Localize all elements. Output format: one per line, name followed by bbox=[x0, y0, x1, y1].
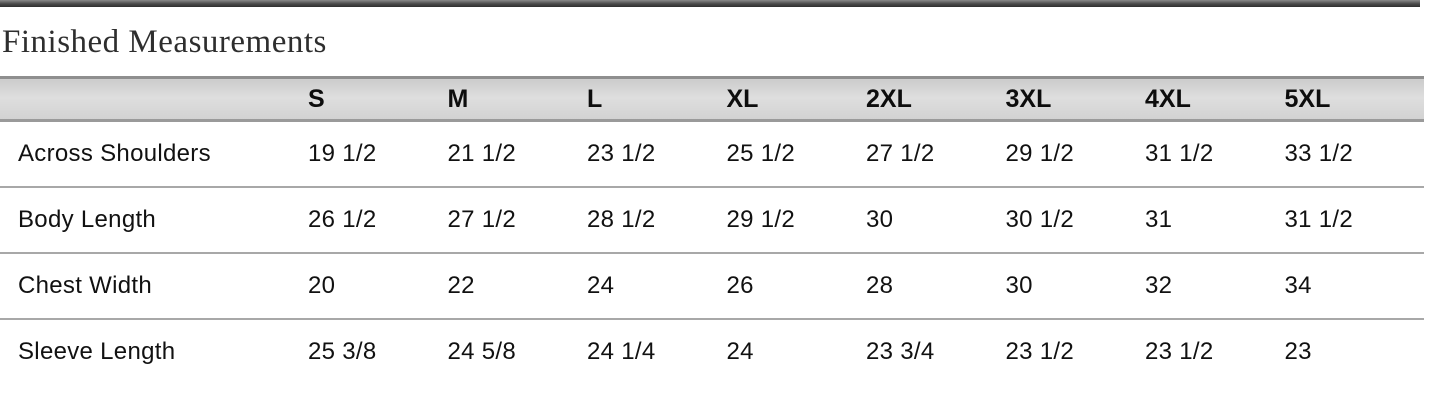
table-cell: 27 1/2 bbox=[866, 120, 1006, 188]
table-cell: 23 1/2 bbox=[587, 120, 727, 188]
row-label: Sleeve Length bbox=[18, 338, 176, 365]
table-row-sleeve-length: Sleeve Length 25 3/8 24 5/8 24 1/4 24 23… bbox=[0, 319, 1424, 384]
row-label: Chest Width bbox=[0, 253, 308, 320]
table-cell: 29 1/2 bbox=[1005, 120, 1145, 188]
column-header-m: M bbox=[447, 76, 587, 122]
column-header-xl: XL bbox=[726, 76, 866, 122]
table-cell: 25 3/8 bbox=[308, 338, 377, 365]
table-cell: 22 bbox=[447, 253, 587, 320]
table-row-body-length: Body Length 26 1/2 27 1/2 28 1/2 29 1/2 … bbox=[0, 187, 1424, 254]
table-cell: 26 1/2 bbox=[308, 187, 448, 254]
column-header-5xl: 5XL bbox=[1284, 76, 1424, 122]
column-header-blank bbox=[0, 76, 308, 122]
table-cell: 30 1/2 bbox=[1005, 187, 1145, 254]
table-cell: 27 1/2 bbox=[447, 187, 587, 254]
column-header-2xl: 2XL bbox=[866, 76, 1006, 122]
table-header-row: S M L XL 2XL 3XL 4XL 5XL bbox=[0, 76, 1424, 122]
column-header-l: L bbox=[587, 76, 727, 122]
column-header-4xl: 4XL bbox=[1145, 76, 1285, 122]
table-cell: 30 bbox=[866, 187, 1006, 254]
table-cell: 20 bbox=[308, 253, 448, 320]
page-title: Finished Measurements bbox=[2, 24, 327, 60]
table-cell: 28 1/2 bbox=[587, 187, 727, 254]
table-cell: 21 1/2 bbox=[447, 120, 587, 188]
table-cell: 28 bbox=[866, 253, 1006, 320]
table-cell: 19 1/2 bbox=[308, 120, 448, 188]
table-cell: 34 bbox=[1284, 253, 1424, 320]
table-cell: 24 1/4 bbox=[587, 338, 656, 365]
table-cell: 23 bbox=[1284, 338, 1312, 365]
table-cell: 23 3/4 bbox=[866, 338, 935, 365]
table-cell: 24 5/8 bbox=[447, 338, 517, 365]
row-label: Body Length bbox=[0, 187, 308, 254]
table-cell: 26 bbox=[726, 253, 866, 320]
table-row-chest-width: Chest Width 20 22 24 26 28 30 32 34 bbox=[0, 253, 1424, 320]
table-cell: 31 bbox=[1145, 187, 1285, 254]
table-cell: 24 bbox=[726, 338, 754, 365]
table-cell: 23 1/2 bbox=[1005, 338, 1075, 365]
table-cell: 30 bbox=[1005, 253, 1145, 320]
table-cell: 23 1/2 bbox=[1145, 338, 1214, 365]
table-cell: 29 1/2 bbox=[726, 187, 866, 254]
table-cell: 33 1/2 bbox=[1284, 120, 1424, 188]
row-label: Across Shoulders bbox=[0, 120, 308, 188]
table-row-across-shoulders: Across Shoulders 19 1/2 21 1/2 23 1/2 25… bbox=[0, 120, 1424, 188]
table-cell: 32 bbox=[1145, 253, 1285, 320]
column-header-3xl: 3XL bbox=[1005, 76, 1145, 122]
table-cell: 31 1/2 bbox=[1284, 187, 1424, 254]
table-cell: 31 1/2 bbox=[1145, 120, 1285, 188]
table-cell: 24 bbox=[587, 253, 727, 320]
finished-measurements-table: S M L XL 2XL 3XL 4XL 5XL Across Shoulder… bbox=[0, 76, 1424, 384]
table-cell: 25 1/2 bbox=[726, 120, 866, 188]
top-divider-bar bbox=[0, 0, 1420, 7]
column-header-s: S bbox=[308, 76, 448, 122]
